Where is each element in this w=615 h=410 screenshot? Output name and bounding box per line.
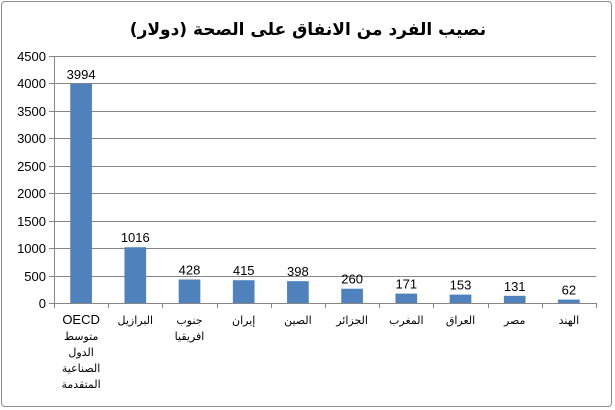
data-label: 260: [341, 272, 363, 287]
x-axis-ticks: OECD متوسط الدول الصناعية المتقدمة البرازيل جن…: [61, 312, 579, 391]
data-label: 3994: [67, 67, 96, 82]
y-tick-label: 1500: [17, 214, 46, 229]
y-tick-label: 2000: [17, 186, 46, 201]
x-tick-label: OECD متوسط الدول الصناعية المتقدمة: [61, 312, 100, 391]
y-tick-label: 4500: [17, 49, 46, 64]
x-tick-label: الهند: [559, 314, 580, 327]
x-tick-label: الصين: [284, 314, 312, 327]
y-tick-label: 1000: [17, 241, 46, 256]
x-tick-label: الجزائر: [335, 314, 368, 327]
bar: [341, 288, 363, 303]
axes: [49, 56, 597, 308]
x-tick-label: مصر: [503, 314, 526, 327]
data-label: 131: [504, 279, 526, 294]
bar: [503, 295, 526, 303]
data-label: 171: [395, 277, 417, 292]
bars: [70, 83, 580, 304]
bar: [287, 281, 309, 303]
data-label: 398: [287, 264, 309, 279]
bar: [178, 279, 201, 303]
x-tick-label: جنوب افريقيا: [175, 314, 205, 343]
x-tick-label: إيران: [232, 314, 255, 327]
bar: [70, 83, 92, 304]
data-label: 153: [450, 278, 472, 293]
bar: [449, 294, 472, 303]
bar: [124, 247, 147, 303]
y-tick-label: 4000: [17, 76, 46, 91]
x-tick-label: البرازيل: [118, 314, 154, 327]
data-label: 428: [179, 263, 201, 278]
x-tick-label: العراق: [446, 314, 475, 327]
y-tick-label: 500: [24, 269, 46, 284]
y-tick-label: 0: [39, 296, 46, 311]
y-tick-label: 2500: [17, 159, 46, 174]
bar: [395, 293, 418, 303]
data-label: 62: [562, 283, 576, 298]
data-label: 1016: [121, 230, 150, 245]
y-axis-ticks: 0 500 1000 1500 2000 2500 3000 3500 4000 4500: [17, 49, 46, 311]
chart-title: نصيب الفرد من الانفاق على الصحة (دولار): [130, 20, 486, 40]
bar: [232, 280, 255, 303]
data-label: 415: [233, 263, 255, 278]
x-tick-label: المغرب: [389, 314, 424, 327]
data-labels: 3994 1016 428 415 398 260 171 153 131 62: [67, 67, 576, 298]
bar: [558, 299, 580, 303]
y-tick-label: 3500: [17, 104, 46, 119]
y-tick-label: 3000: [17, 131, 46, 146]
